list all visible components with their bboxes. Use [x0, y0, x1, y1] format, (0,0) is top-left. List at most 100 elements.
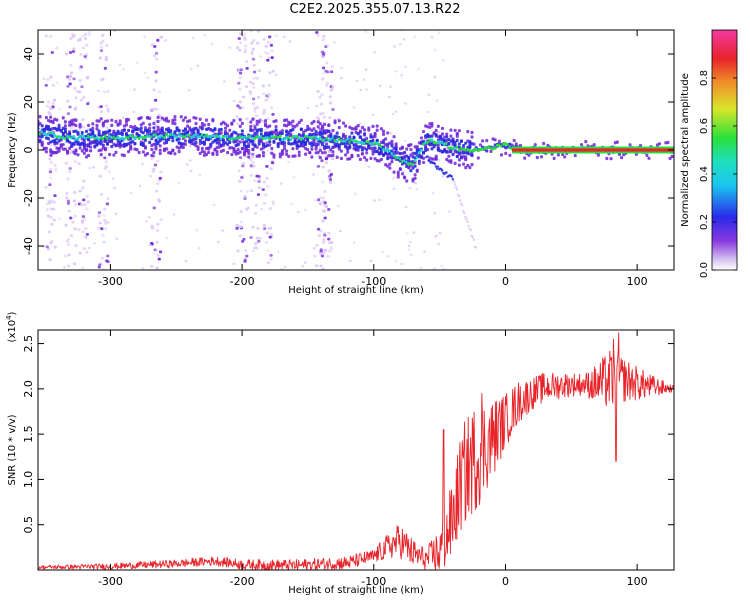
spectrogram-noise-cell [322, 115, 326, 119]
spectrogram-carrier-line [512, 148, 674, 152]
spectrogram-ridge-core [116, 135, 120, 139]
spectrogram-branch-cell [467, 224, 470, 228]
snr-y-multiplier: (x104) [5, 311, 18, 342]
spectrogram-ridge-cell [63, 147, 67, 151]
spectrogram-branch-cell [460, 202, 463, 205]
spectrogram-ridge-cell [57, 125, 61, 129]
spectrogram-noise-cell [165, 236, 168, 240]
spectrogram-noise-cell [312, 173, 315, 176]
spectrogram-noise-cell [82, 179, 86, 183]
spectrogram-noise-cell [101, 39, 105, 43]
spectrogram-ridge-cell [392, 170, 396, 174]
spectrogram-ridge-cell [57, 149, 61, 153]
spectrogram-noise-cell [329, 70, 334, 74]
spectrogram-ridge-cell [194, 121, 198, 126]
spectrogram-ridge-core [74, 137, 78, 141]
spectrogram-ridge-cell [72, 141, 76, 146]
spectrogram-noise-cell [321, 219, 325, 223]
spectrogram-noise-cell [155, 189, 159, 193]
spectrogram-noise-cell [442, 267, 445, 270]
spectrogram-noise-cell [433, 211, 436, 215]
spectrogram-noise-cell [419, 267, 423, 270]
spectrogram-noise-cell [55, 46, 59, 50]
spectrogram-ridge-cell [464, 166, 468, 170]
spectrogram-ridge-cell [63, 124, 67, 128]
spectrogram-noise-cell [251, 97, 256, 101]
spectrogram-ridge-cell [363, 128, 367, 132]
spectrogram-ridge-cell [493, 138, 497, 142]
spectrogram-noise-cell [340, 66, 343, 70]
spectrogram-noise-cell [322, 238, 326, 241]
spectrogram-noise-cell [49, 216, 53, 219]
spectrogram-ridge-cell [670, 154, 674, 159]
spectrogram-ridge-cell [257, 120, 261, 124]
spectrogram-ridge-core [291, 135, 295, 139]
spectrogram-ridge-core [89, 135, 93, 139]
spectrogram-noise-cell [322, 251, 326, 255]
spectrogram-noise-cell [437, 31, 441, 34]
spectrogram-noise-cell [239, 32, 243, 36]
spectrogram-noise-cell [46, 214, 51, 218]
spectrogram-noise-cell [38, 56, 41, 60]
spectrogram-ridge-cell [314, 130, 318, 134]
spectrogram-noise-cell [189, 67, 193, 70]
spectrogram-ridge-cell [282, 144, 286, 148]
spectrogram-noise-cell [321, 165, 325, 169]
spectrogram-ridge-cell [358, 130, 362, 134]
spectrogram-ridge-cell [173, 122, 177, 126]
spectrogram-noise-cell [257, 175, 261, 178]
spectrogram-noise-cell [394, 70, 398, 73]
spectrogram-ridge-core [283, 137, 286, 141]
spectrogram-noise-cell [320, 254, 325, 258]
spectrogram-noise-cell [322, 52, 326, 55]
spectrogram-ridge-cell [542, 141, 546, 146]
spectrogram-ridge-cell [426, 148, 430, 152]
spectrogram-ridge-cell [194, 137, 198, 141]
spectrogram-noise-cell [266, 52, 270, 55]
spectrogram-ridge-cell [158, 151, 162, 156]
spectrogram-noise-cell [71, 50, 76, 53]
spectrogram-noise-cell [314, 199, 317, 202]
spectrogram-ridge-cell [137, 150, 141, 155]
spectrogram-ridge-cell [224, 126, 228, 130]
spectrogram-noise-cell [326, 254, 330, 258]
spectrogram-noise-cell [143, 71, 147, 75]
spectrogram-ridge-cell [173, 118, 177, 122]
colorbar-tick-label: 0.6 [699, 118, 710, 134]
spectrogram-ridge-cell [379, 127, 383, 131]
spectrogram-ridge-cell [413, 173, 417, 177]
spectrogram-ridge-cell [274, 119, 278, 123]
spectrogram-ridge-core [420, 148, 423, 152]
spectrogram-xtick-label: -100 [361, 275, 386, 288]
spectrogram-noise-cell [48, 183, 52, 187]
spectrogram-noise-cell [325, 61, 329, 65]
spectrogram-branch-cell [466, 220, 469, 223]
spectrogram-ridge-core [51, 131, 55, 135]
spectrogram-ridge-cell [417, 159, 421, 163]
spectrogram-ridge-cell [124, 123, 128, 127]
spectrogram-noise-cell [265, 231, 269, 235]
spectrogram-noise-cell [82, 46, 85, 50]
spectrogram-branch-cell [451, 177, 454, 181]
spectrogram-noise-cell [238, 76, 242, 80]
spectrogram-noise-cell [266, 249, 270, 252]
snr-series-line [38, 332, 674, 570]
spectrogram-ridge-cell [350, 155, 354, 159]
spectrogram-noise-cell [249, 158, 253, 161]
spectrogram-ridge-cell [310, 147, 314, 151]
spectrogram-noise-cell [103, 166, 107, 170]
spectrogram-noise-cell [321, 112, 325, 115]
spectrogram-ridge-cell [453, 140, 457, 144]
spectrogram-noise-cell [319, 196, 323, 199]
spectrogram-ridge-cell [339, 149, 343, 153]
spectrogram-noise-cell [46, 78, 50, 81]
spectrogram-ridge-cell [348, 157, 352, 161]
spectrogram-ridge-cell [373, 131, 377, 136]
spectrogram-noise-cell [68, 170, 72, 173]
spectrogram-ridge-cell [497, 139, 501, 143]
spectrogram-ridge-cell [205, 118, 209, 122]
spectrogram-noise-cell [67, 209, 71, 213]
spectrogram-noise-cell [152, 167, 156, 171]
spectrogram-ridge-cell [331, 128, 335, 133]
spectrogram-ridge-cell [251, 147, 255, 151]
